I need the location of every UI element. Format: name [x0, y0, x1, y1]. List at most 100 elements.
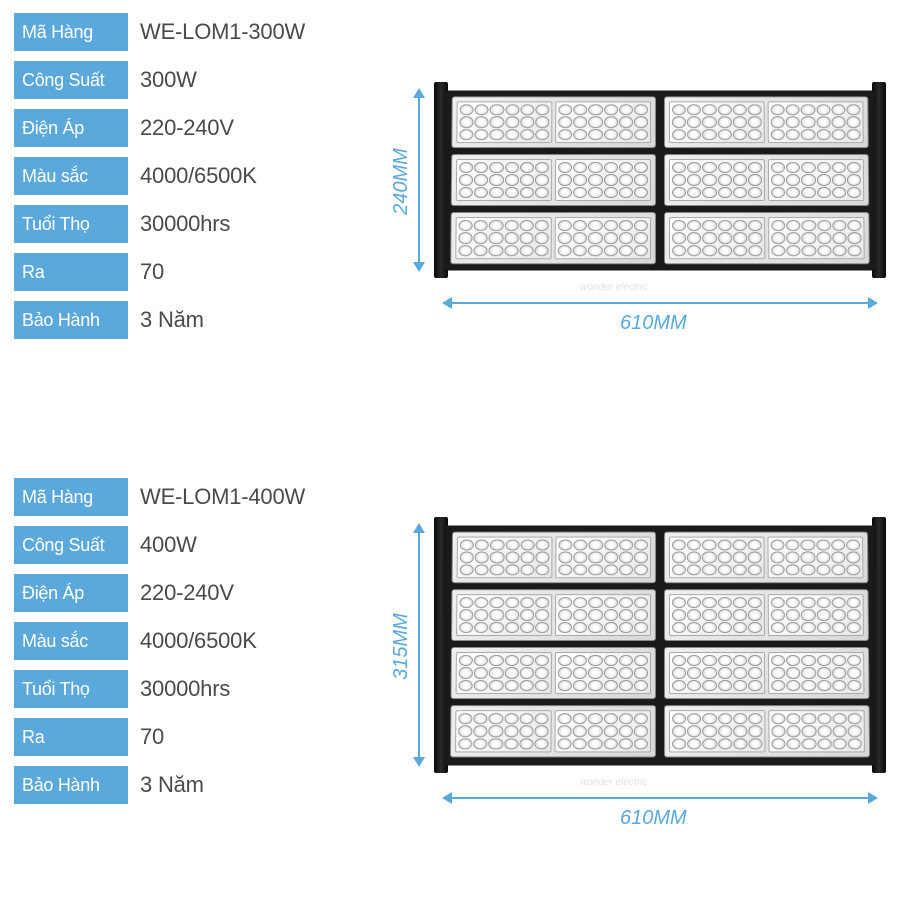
led-dot-icon	[505, 597, 519, 608]
led-dot-icon	[520, 104, 534, 115]
led-dot-icon	[489, 655, 503, 666]
led-dot-icon	[558, 680, 572, 691]
led-dot-icon	[459, 129, 473, 140]
led-dot-icon	[847, 622, 861, 633]
led-dot-icon	[588, 655, 602, 666]
led-dot-icon	[771, 162, 785, 173]
lamp-module	[450, 705, 656, 757]
led-dot-icon	[535, 655, 549, 666]
led-dot-icon	[771, 564, 785, 575]
led-dot-icon	[519, 738, 533, 749]
led-dot-icon	[747, 540, 761, 551]
led-dot-icon	[474, 713, 488, 724]
spec-row: Mã Hàng WE-LOM1-300W	[14, 10, 344, 54]
dimension-arrow-icon	[413, 262, 425, 272]
led-dot-icon	[702, 220, 716, 231]
led-dot-icon	[733, 667, 747, 678]
led-dot-icon	[634, 220, 648, 231]
led-grid	[457, 537, 553, 579]
led-dot-icon	[535, 564, 549, 575]
led-dot-icon	[847, 655, 861, 666]
led-grid	[555, 594, 651, 636]
led-dot-icon	[672, 622, 686, 633]
led-dot-icon	[634, 552, 648, 563]
led-dot-icon	[672, 232, 686, 243]
led-dot-icon	[717, 564, 731, 575]
led-dot-icon	[687, 232, 701, 243]
led-dot-icon	[558, 726, 572, 737]
led-dot-icon	[847, 162, 861, 173]
led-dot-icon	[558, 187, 572, 198]
led-dot-icon	[634, 667, 648, 678]
led-dot-icon	[474, 680, 488, 691]
led-dot-icon	[604, 104, 618, 115]
lamp-module-row	[451, 647, 870, 699]
led-dot-icon	[589, 552, 603, 563]
led-dot-icon	[831, 564, 845, 575]
led-dot-icon	[831, 129, 845, 140]
led-dot-icon	[458, 713, 472, 724]
led-dot-icon	[459, 174, 473, 185]
led-dot-icon	[801, 667, 815, 678]
lamp-module-row	[450, 705, 870, 757]
led-dot-icon	[458, 232, 472, 243]
led-dot-icon	[718, 220, 732, 231]
led-dot-icon	[672, 564, 686, 575]
led-dot-icon	[718, 667, 732, 678]
led-dot-icon	[603, 667, 617, 678]
lamp-module-row	[451, 96, 868, 148]
led-dot-icon	[801, 174, 815, 185]
spec-table-2: Mã Hàng WE-LOM1-400W Công Suất 400W Điện…	[14, 475, 344, 811]
led-dot-icon	[687, 726, 701, 737]
led-dot-icon	[747, 552, 761, 563]
spec-label: Mã Hàng	[14, 13, 128, 51]
led-dot-icon	[573, 564, 587, 575]
led-dot-icon	[459, 655, 473, 666]
led-dot-icon	[558, 245, 572, 256]
led-dot-icon	[817, 713, 831, 724]
led-dot-icon	[474, 187, 488, 198]
led-grid	[555, 652, 651, 694]
product-diagram-2: 315MM 610MM wonder electric	[390, 525, 890, 895]
led-dot-icon	[672, 680, 686, 691]
led-grid	[456, 159, 552, 201]
spec-label: Màu sắc	[14, 622, 128, 660]
led-dot-icon	[573, 655, 587, 666]
dimension-height-label: 315MM	[390, 613, 413, 680]
dimension-arrow-icon	[868, 297, 878, 309]
lamp-body	[444, 526, 876, 766]
led-dot-icon	[634, 564, 648, 575]
led-dot-icon	[489, 162, 503, 173]
led-dot-icon	[672, 104, 686, 115]
led-dot-icon	[847, 667, 861, 678]
led-dot-icon	[558, 220, 572, 231]
led-dot-icon	[672, 187, 686, 198]
led-dot-icon	[702, 667, 716, 678]
led-dot-icon	[846, 104, 860, 115]
led-dot-icon	[748, 187, 762, 198]
led-dot-icon	[687, 655, 701, 666]
led-dot-icon	[534, 232, 548, 243]
dimension-arrow-icon	[442, 297, 452, 309]
led-dot-icon	[573, 104, 587, 115]
led-dot-icon	[505, 117, 519, 128]
led-dot-icon	[786, 162, 800, 173]
led-dot-icon	[504, 738, 518, 749]
led-dot-icon	[832, 245, 846, 256]
spec-label: Điện Áp	[14, 109, 128, 147]
led-dot-icon	[535, 622, 549, 633]
led-dot-icon	[519, 245, 533, 256]
led-dot-icon	[535, 162, 549, 173]
led-grid	[669, 101, 765, 143]
led-grid	[456, 594, 552, 636]
led-grid	[555, 537, 651, 579]
led-dot-icon	[475, 117, 489, 128]
led-dot-icon	[748, 667, 762, 678]
led-dot-icon	[717, 162, 731, 173]
spec-value: 220-240V	[128, 580, 344, 606]
spec-value: WE-LOM1-400W	[128, 484, 344, 510]
led-dot-icon	[573, 187, 587, 198]
led-dot-icon	[786, 564, 800, 575]
led-grid	[555, 159, 651, 201]
led-dot-icon	[802, 726, 816, 737]
